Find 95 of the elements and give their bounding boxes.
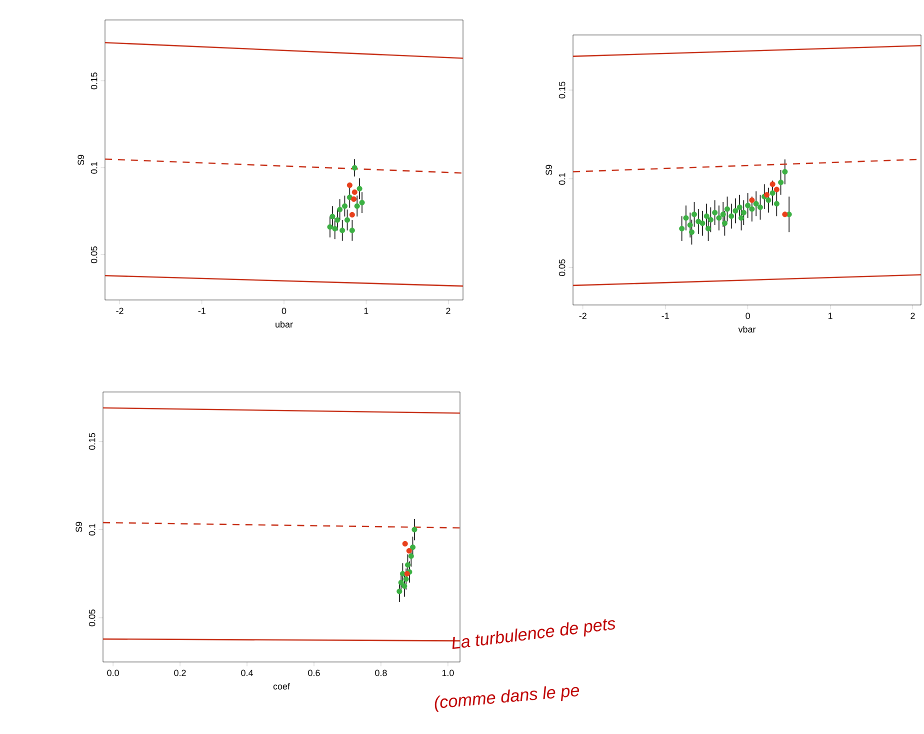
point <box>691 212 698 218</box>
x-tick-label: 0.4 <box>241 670 253 676</box>
point <box>406 548 412 554</box>
point <box>704 213 710 219</box>
point <box>728 213 734 219</box>
x-tick-label: -2 <box>579 312 586 320</box>
point <box>346 182 352 188</box>
point <box>774 200 780 207</box>
point <box>332 226 338 232</box>
point <box>408 553 414 559</box>
point <box>705 226 712 232</box>
x-tick-label: -1 <box>662 312 669 319</box>
point <box>774 186 780 192</box>
point <box>354 203 360 209</box>
point <box>687 222 693 228</box>
y-tick-label: 0.15 <box>88 433 96 450</box>
point <box>770 190 776 196</box>
text: (comme dans le pe <box>434 686 580 712</box>
point <box>696 218 702 224</box>
y-tick-label: 0.15 <box>90 72 98 90</box>
x-tick-label: -1 <box>198 308 206 314</box>
y-tick-label: 0.1 <box>90 162 98 174</box>
annotation: La turbulence de pets <box>452 619 616 650</box>
point <box>349 212 355 218</box>
point <box>327 224 333 230</box>
point <box>745 202 751 208</box>
point <box>356 186 362 192</box>
point <box>342 203 348 209</box>
point <box>764 192 770 198</box>
point <box>749 197 755 203</box>
y-tick-label: 0.15 <box>558 82 566 98</box>
point <box>352 189 358 195</box>
x-tick-label: 1 <box>364 308 368 314</box>
point <box>679 226 685 232</box>
y-axis-title: S9 <box>76 522 82 532</box>
point <box>337 206 343 212</box>
x-axis-title: coef <box>273 682 290 690</box>
x-tick-label: -2 <box>116 308 124 314</box>
x-axis-title: vbar <box>738 326 756 333</box>
point <box>410 544 416 550</box>
point <box>396 588 402 594</box>
point <box>359 200 365 206</box>
point <box>753 200 759 207</box>
x-tick-label: 1.0 <box>442 670 454 676</box>
point <box>782 168 788 175</box>
y-tick-label: 0.1 <box>558 173 566 185</box>
point <box>782 212 788 218</box>
y-tick-label: 0.05 <box>90 246 98 264</box>
point <box>688 229 695 235</box>
point <box>732 208 738 214</box>
point <box>778 180 784 186</box>
x-tick-label: 2 <box>910 312 915 320</box>
point <box>766 197 772 203</box>
point <box>340 228 346 234</box>
x-axis-title: ubar <box>276 320 293 328</box>
point <box>720 212 726 218</box>
point <box>722 220 728 226</box>
x-tick-label: 1 <box>828 312 832 319</box>
point <box>749 206 755 212</box>
point <box>403 576 409 582</box>
point <box>412 526 418 532</box>
point <box>770 181 776 187</box>
point <box>351 196 357 202</box>
point <box>344 217 350 223</box>
point <box>404 570 410 577</box>
point <box>683 215 689 221</box>
x-tick-label: 0 <box>282 308 286 314</box>
y-tick-label: 0.05 <box>558 259 566 276</box>
x-tick-label: 0.6 <box>308 670 320 676</box>
point <box>740 210 747 216</box>
point <box>334 217 340 223</box>
y-axis-title: S9 <box>78 154 84 166</box>
point <box>700 220 706 226</box>
point <box>398 580 404 586</box>
point <box>757 204 763 210</box>
point <box>402 583 408 589</box>
x-tick-label: 0 <box>746 312 750 320</box>
y-tick-label: 0.1 <box>88 524 96 536</box>
x-tick-label: 0.0 <box>107 670 119 676</box>
point <box>724 206 730 212</box>
point <box>738 215 744 221</box>
point <box>404 562 411 568</box>
point <box>736 204 742 210</box>
point <box>330 214 336 220</box>
y-axis-title: S9 <box>546 164 552 176</box>
point <box>352 165 358 171</box>
y-tick-label: 0.05 <box>88 610 96 626</box>
x-tick-label: 0.8 <box>375 670 387 676</box>
point <box>708 216 714 223</box>
point <box>349 228 355 234</box>
x-tick-label: 0.2 <box>174 670 186 676</box>
point <box>716 215 722 221</box>
point <box>402 540 408 547</box>
x-tick-label: 2 <box>446 308 450 314</box>
point <box>712 210 718 216</box>
